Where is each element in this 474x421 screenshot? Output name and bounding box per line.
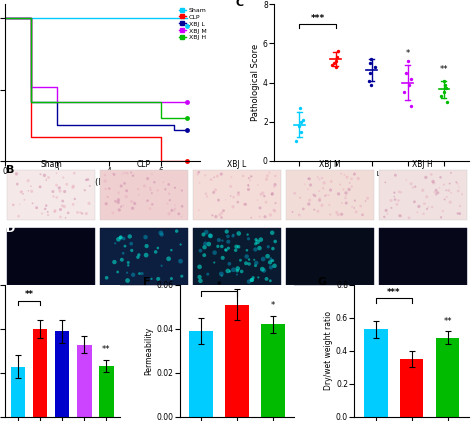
Bar [261, 324, 284, 417]
Text: G: G [318, 277, 327, 287]
Point [405, 81, 412, 88]
Point [371, 64, 378, 70]
Text: ***: *** [387, 288, 401, 297]
Point [292, 138, 300, 145]
Legend: Sham, CLP, XBJ L, XBJ M, XBJ H: Sham, CLP, XBJ L, XBJ M, XBJ H [179, 7, 207, 40]
Point [299, 117, 307, 123]
Text: *: * [217, 281, 221, 290]
Point [297, 118, 305, 125]
Text: D: D [6, 224, 15, 234]
Text: *: * [406, 49, 410, 58]
Text: CLP: CLP [137, 160, 151, 169]
Point [332, 58, 339, 64]
Bar [436, 338, 459, 417]
Point [440, 77, 447, 84]
Point [365, 77, 372, 84]
Bar [400, 359, 423, 417]
Text: Sham: Sham [40, 160, 62, 169]
Y-axis label: Pathological Score: Pathological Score [251, 44, 260, 121]
Text: F: F [143, 277, 150, 287]
Point [328, 61, 336, 68]
Point [295, 123, 303, 129]
Point [367, 81, 374, 88]
Point [366, 60, 374, 67]
Point [407, 103, 415, 109]
Bar [99, 366, 114, 417]
Point [438, 93, 445, 100]
Text: C: C [235, 0, 243, 8]
Point [359, 127, 367, 134]
Text: **: ** [102, 345, 111, 354]
X-axis label: 8 (Day): 8 (Day) [87, 178, 118, 187]
Point [332, 64, 339, 70]
Text: **: ** [440, 65, 448, 74]
Point [367, 56, 375, 62]
Y-axis label: Permeability: Permeability [145, 327, 154, 375]
Text: **: ** [25, 290, 34, 299]
Text: XBJ M: XBJ M [319, 160, 341, 169]
Bar [33, 329, 47, 417]
Text: ***: *** [310, 14, 325, 23]
Bar [225, 304, 249, 417]
Point [366, 69, 374, 76]
Text: *: * [271, 301, 275, 310]
Point [334, 48, 341, 55]
Text: B: B [6, 165, 14, 175]
Point [401, 89, 408, 96]
Point [407, 75, 415, 82]
Text: XBJ L: XBJ L [228, 160, 246, 169]
Bar [55, 331, 69, 417]
Y-axis label: Dry/wet weight ratio: Dry/wet weight ratio [324, 311, 333, 390]
Point [404, 58, 412, 64]
Point [311, 26, 319, 32]
Bar [77, 345, 91, 417]
Point [402, 69, 410, 76]
Point [370, 20, 377, 27]
Bar [11, 367, 25, 417]
Text: **: ** [444, 317, 452, 326]
Point [440, 89, 448, 96]
Point [310, 23, 318, 30]
Text: XBJ H: XBJ H [412, 160, 433, 169]
Point [442, 85, 449, 92]
Bar [190, 331, 213, 417]
Point [296, 105, 303, 112]
Point [298, 128, 305, 135]
Point [441, 81, 449, 88]
Point [333, 54, 341, 61]
Point [330, 60, 337, 67]
Bar [364, 329, 388, 417]
Point [443, 99, 451, 106]
